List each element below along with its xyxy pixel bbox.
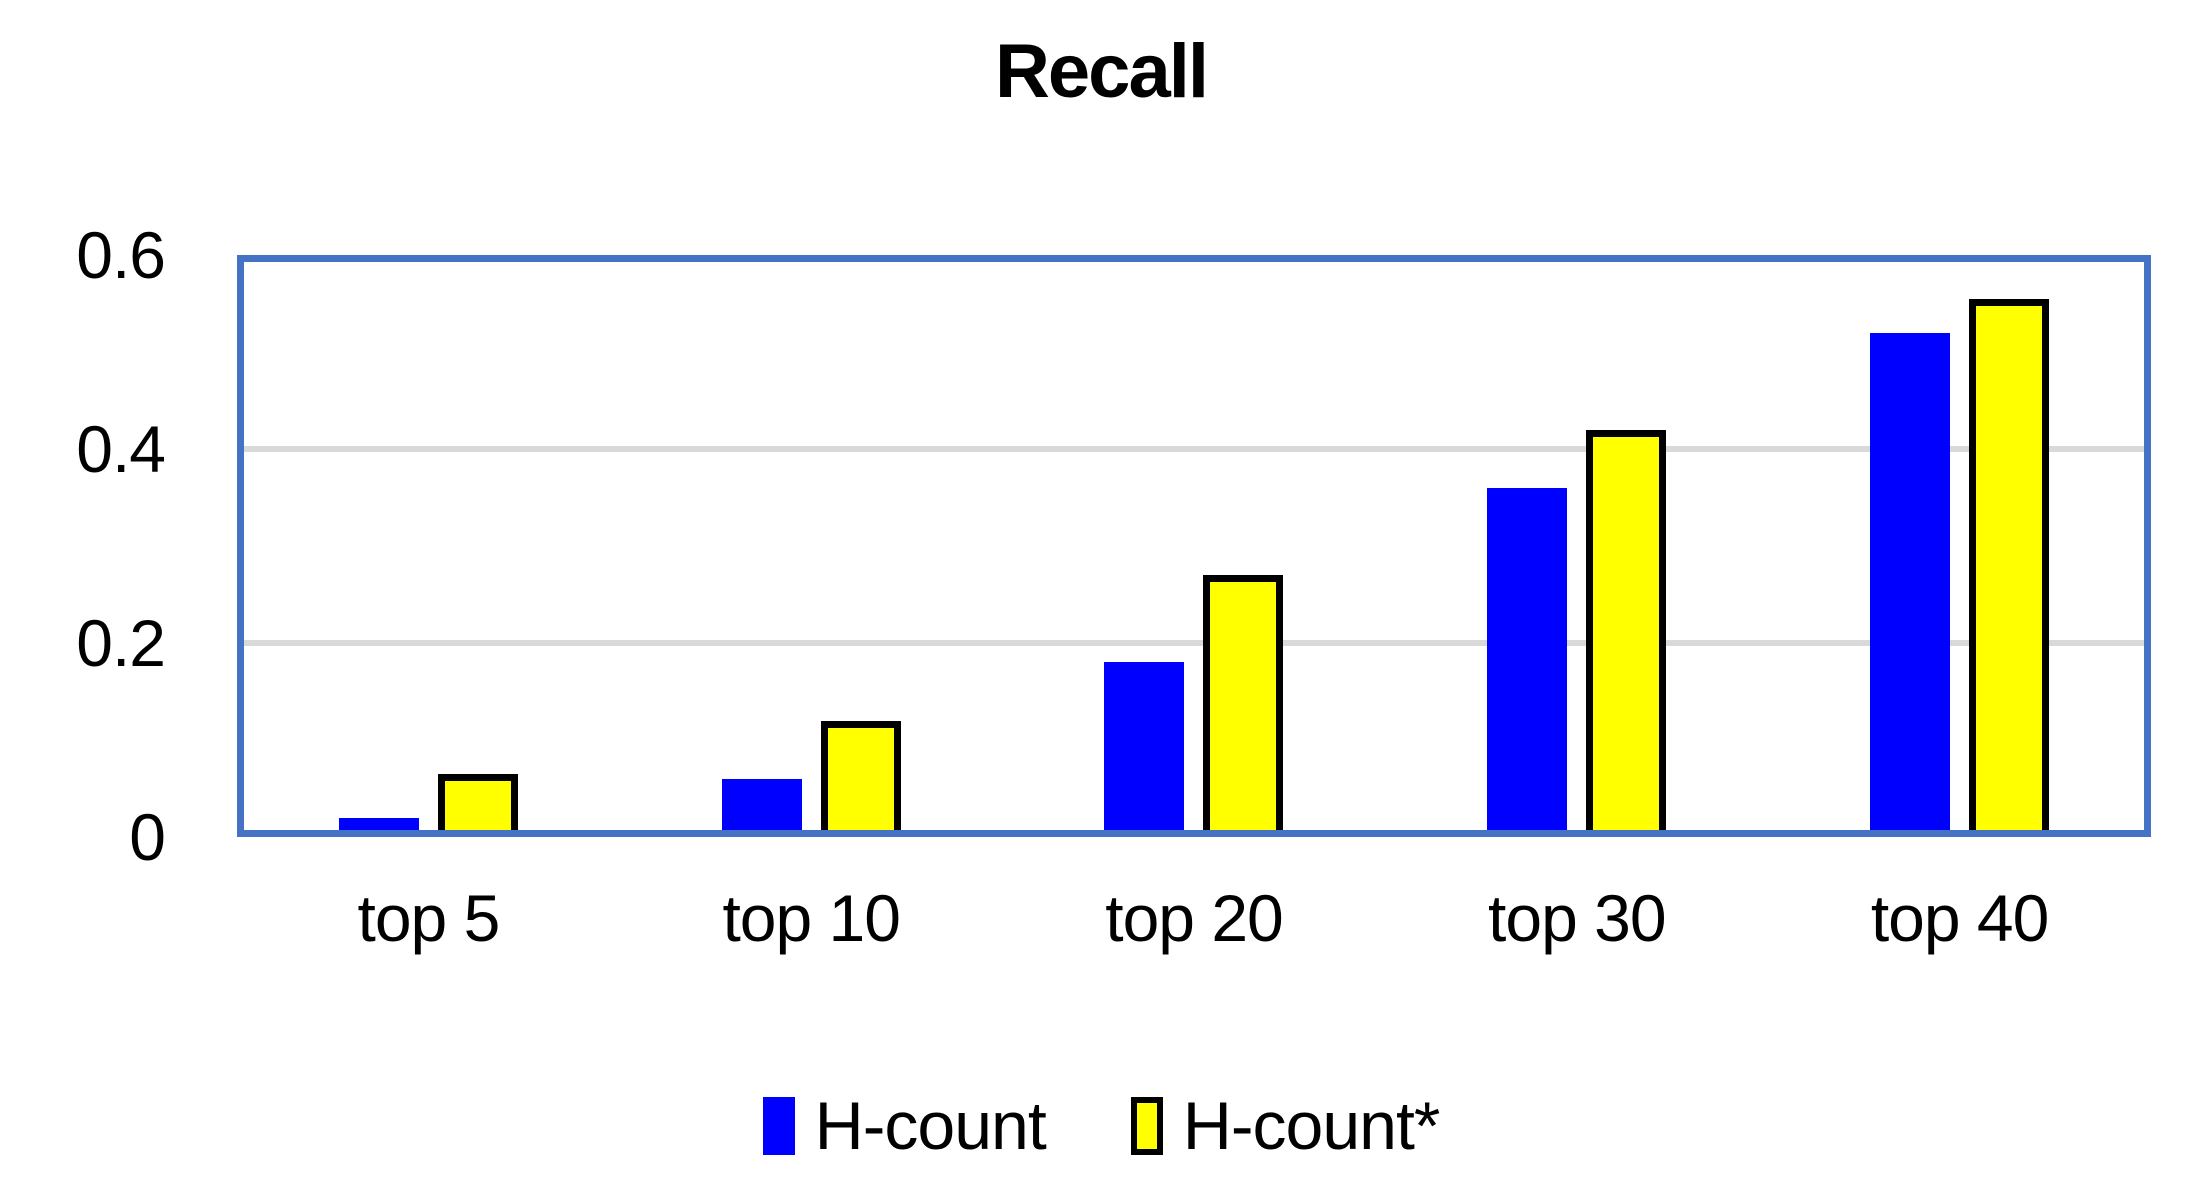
bar-h-count-top-40 — [1870, 332, 1951, 837]
plot-frame — [237, 255, 2151, 837]
bar-h-count-top-10 — [721, 778, 802, 837]
gridline-0-4 — [237, 446, 2151, 452]
bar-group-top-30 — [1385, 255, 1768, 837]
bar-group-top-10 — [620, 255, 1003, 837]
y-axis-tick-label-0-4: 0.4 — [76, 412, 166, 486]
category-label-top-20: top 20 — [1105, 881, 1283, 955]
category-label-top-40: top 40 — [1870, 881, 2049, 955]
bar-group-top-20 — [1003, 255, 1386, 837]
bar-h-count-top-20 — [1203, 575, 1284, 837]
legend-swatch-h-count — [762, 1097, 795, 1155]
plot-area — [237, 255, 2151, 837]
legend-swatch-h-count — [1130, 1097, 1163, 1155]
category-label-top-30: top 30 — [1488, 881, 1666, 955]
gridline-0-2 — [237, 640, 2151, 646]
legend-label-h-count: H-count* — [1182, 1088, 1441, 1164]
legend-item-h-count: H-count — [762, 1088, 1047, 1164]
bar-h-count-top-20 — [1104, 662, 1185, 837]
bar-h-count-top-30 — [1586, 429, 1667, 837]
y-axis-tick-label-0-2: 0.2 — [76, 606, 166, 680]
y-axis-tick-label-0: 0 — [129, 800, 166, 874]
bars-layer — [237, 255, 2151, 837]
category-label-top-5: top 5 — [357, 881, 501, 955]
chart-title: Recall — [995, 29, 1209, 114]
category-label-top-10: top 10 — [722, 881, 900, 955]
legend: H-count H-count* — [0, 1092, 2202, 1160]
bar-h-count-top-30 — [1487, 487, 1568, 837]
bar-h-count-top-40 — [1969, 298, 2050, 837]
bar-group-top-40 — [1768, 255, 2151, 837]
y-axis-tick-label-0-6: 0.6 — [76, 218, 166, 292]
x-axis-category-labels: top 5 top 10 top 20 top 30 top 40 — [237, 880, 2151, 956]
legend-label-h-count: H-count — [814, 1088, 1047, 1164]
bar-h-count-top-10 — [820, 720, 901, 837]
legend-item-h-count: H-count* — [1130, 1088, 1441, 1164]
